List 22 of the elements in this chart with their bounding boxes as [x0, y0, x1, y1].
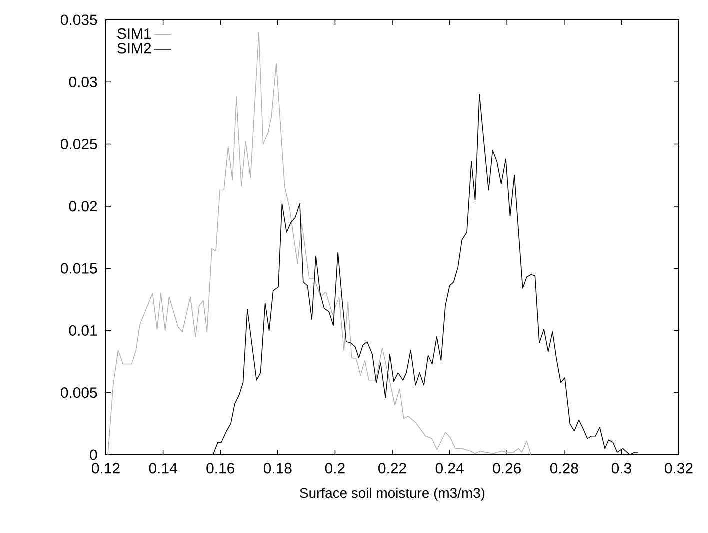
y-tick-label: 0.03 — [69, 76, 98, 88]
x-axis-title: Surface soil moisture (m3/m3) — [300, 488, 485, 501]
y-tick-label: 0.01 — [69, 325, 98, 336]
x-tick-label: 0.18 — [264, 463, 292, 474]
x-tick-label: 0.32 — [665, 463, 693, 474]
x-tick-label: 0.28 — [550, 463, 578, 474]
x-tick-label: 0.24 — [436, 463, 464, 474]
x-tick-label: 0.26 — [493, 463, 521, 474]
legend-label: SIM2 — [118, 43, 152, 54]
y-tick-label: 0 — [90, 450, 98, 460]
x-tick-label: 0.12 — [92, 463, 120, 474]
legend-label: SIM1 — [118, 28, 152, 40]
x-tick-label: 0.3 — [612, 463, 632, 474]
y-tick-label: 0.015 — [61, 263, 98, 274]
x-tick-label: 0.16 — [206, 463, 234, 474]
y-tick-label: 0.005 — [61, 388, 98, 398]
y-tick-label: 0.025 — [61, 138, 98, 150]
x-tick-label: 0.22 — [378, 463, 406, 474]
y-tick-label: 0.02 — [69, 201, 98, 212]
x-tick-label: 0.14 — [149, 463, 178, 474]
y-tick-label: 0.035 — [61, 14, 98, 26]
x-tick-label: 0.2 — [325, 463, 345, 474]
